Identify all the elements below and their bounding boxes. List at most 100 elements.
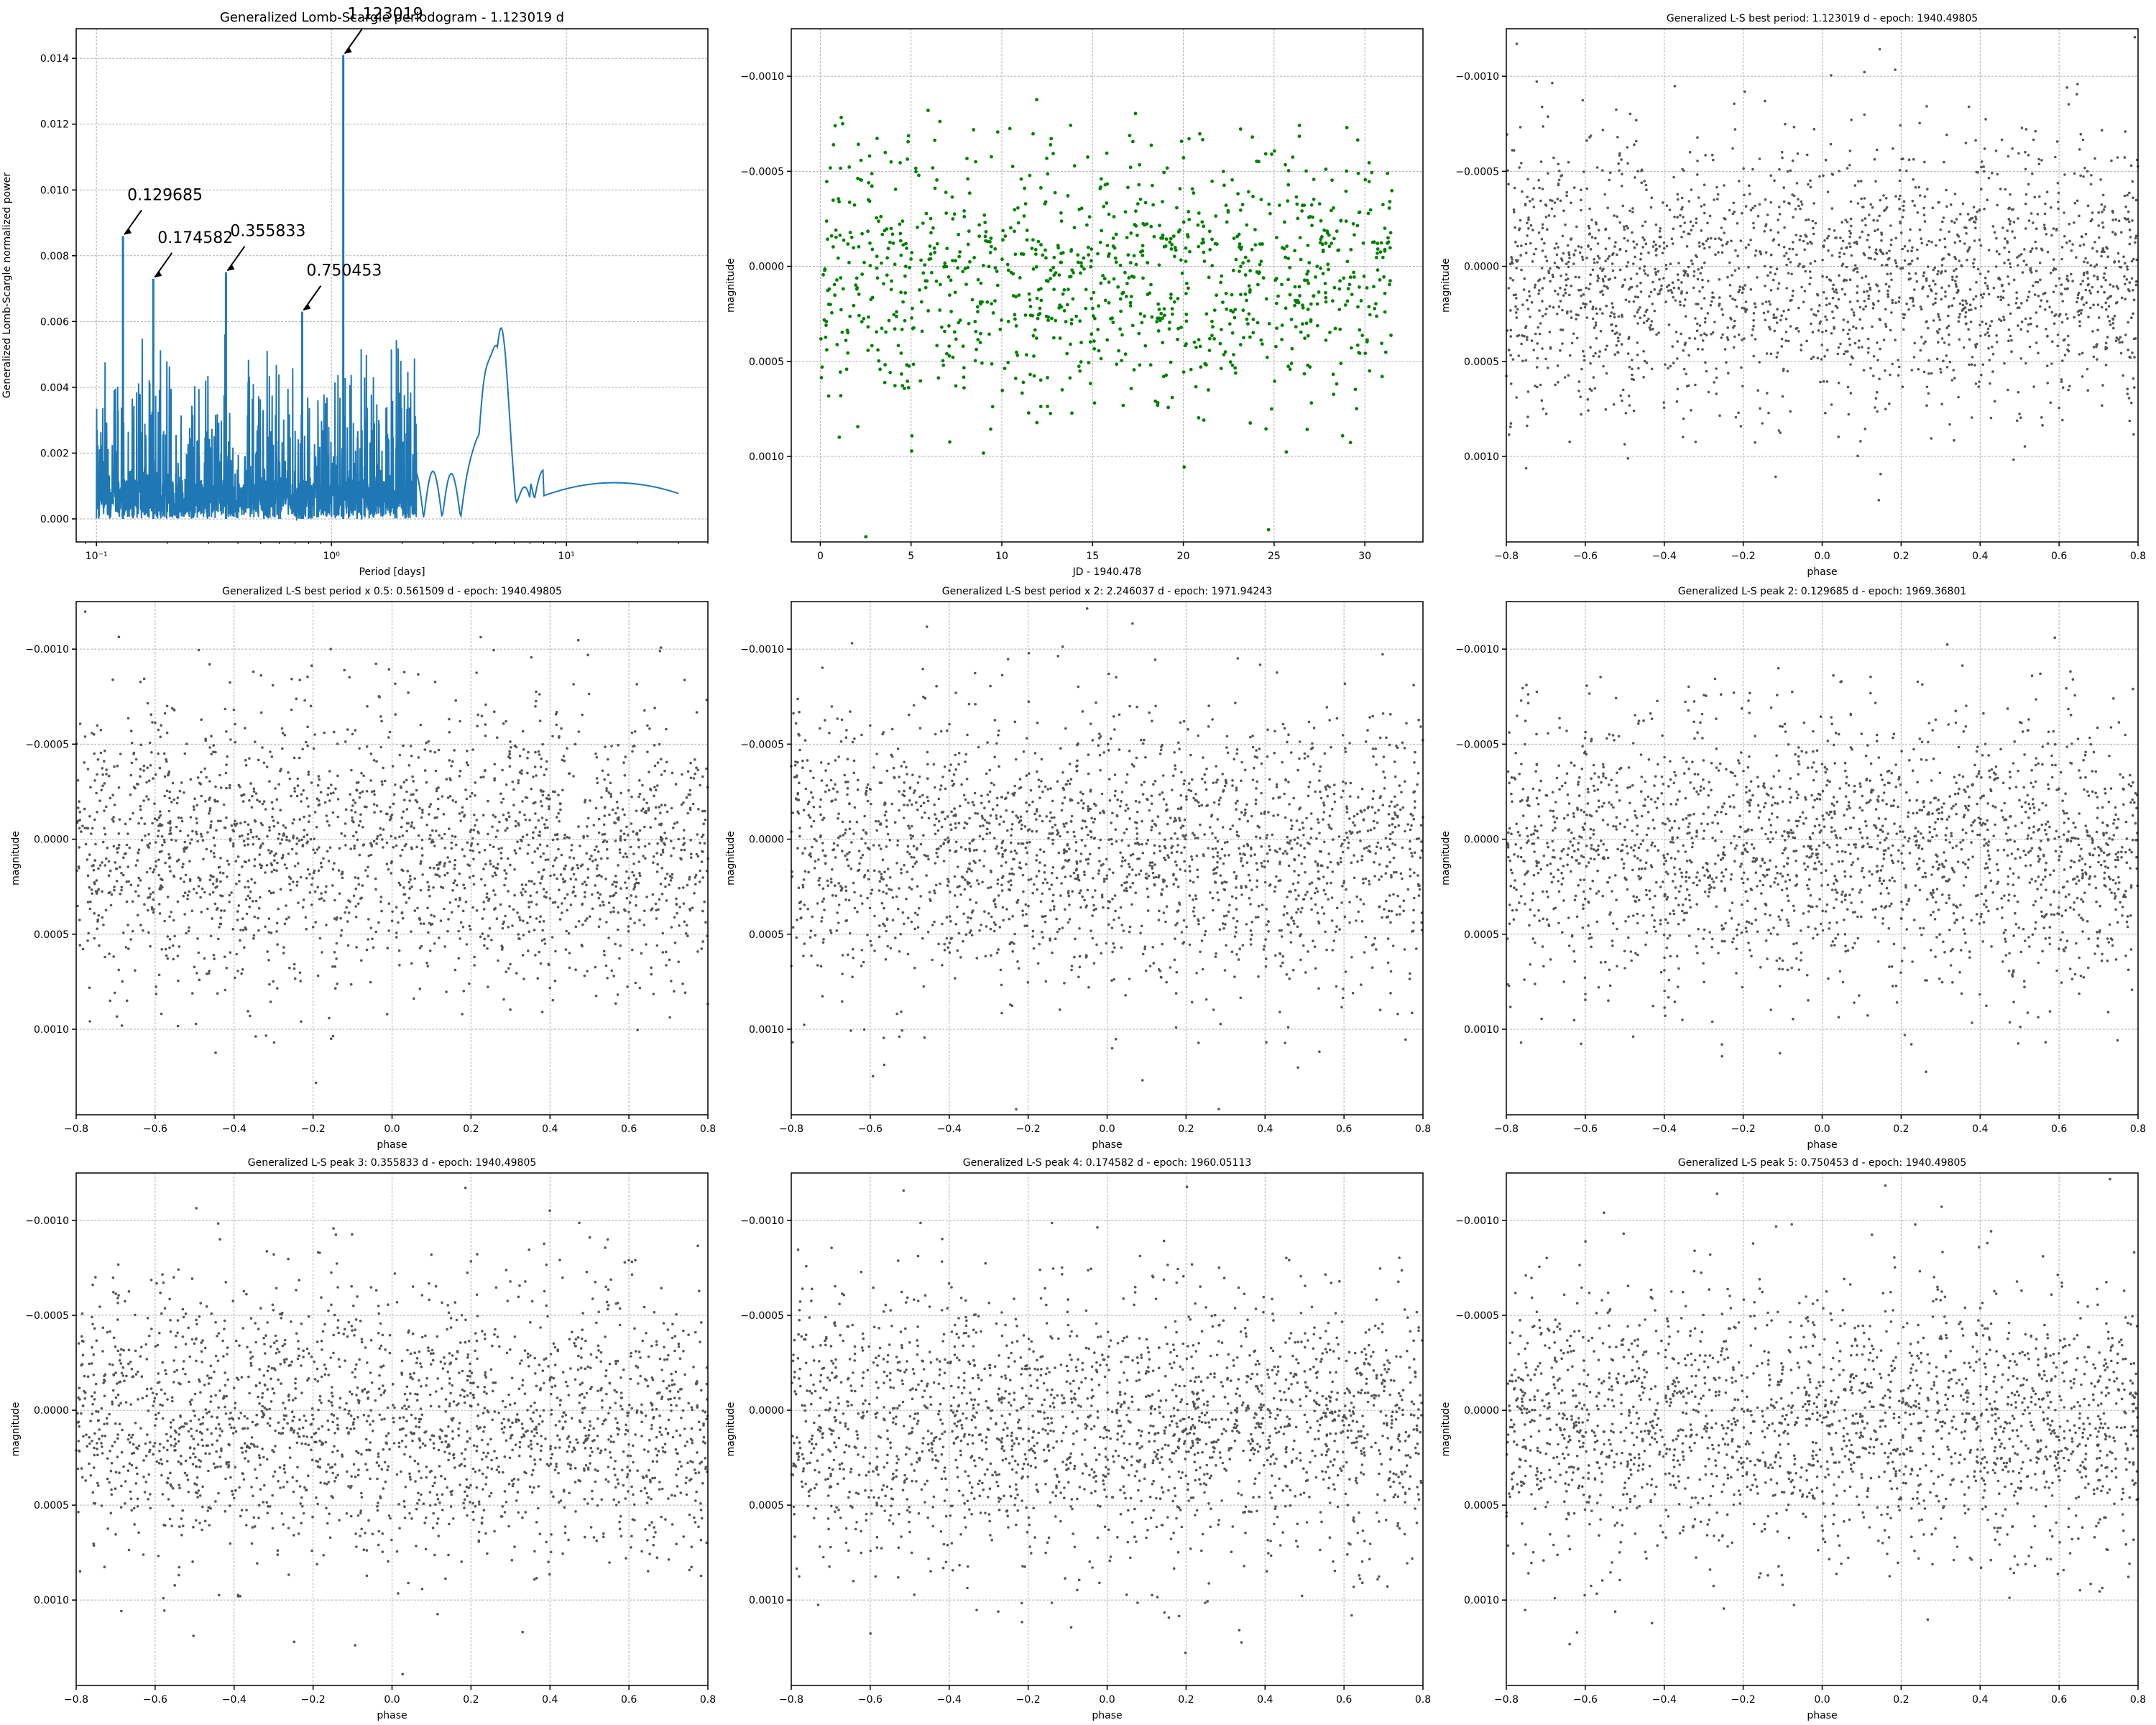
data-point bbox=[1658, 278, 1661, 281]
data-point bbox=[1825, 329, 1828, 333]
data-point bbox=[2126, 268, 2129, 271]
data-point bbox=[1584, 303, 1587, 306]
data-point bbox=[592, 824, 596, 827]
data-point bbox=[1653, 309, 1657, 313]
data-point bbox=[137, 783, 139, 786]
data-point bbox=[362, 843, 366, 846]
data-point bbox=[602, 903, 605, 907]
data-point bbox=[1731, 326, 1735, 329]
data-point bbox=[288, 883, 291, 886]
data-point bbox=[2037, 294, 2040, 298]
data-point bbox=[1583, 305, 1587, 309]
data-point bbox=[848, 314, 852, 318]
data-point bbox=[1184, 292, 1188, 295]
data-point bbox=[1858, 318, 1861, 321]
data-point bbox=[1816, 294, 1820, 297]
data-point bbox=[366, 875, 369, 878]
data-point bbox=[943, 261, 947, 265]
data-point bbox=[1878, 214, 1881, 218]
data-point bbox=[958, 250, 962, 254]
data-point bbox=[1733, 298, 1737, 302]
data-point bbox=[1812, 128, 1816, 131]
data-point bbox=[2055, 140, 2059, 143]
data-point bbox=[2027, 323, 2030, 326]
data-point bbox=[1860, 180, 1863, 183]
data-point bbox=[252, 790, 256, 793]
data-point bbox=[672, 827, 675, 829]
data-point bbox=[1832, 283, 1835, 287]
data-point bbox=[1150, 315, 1154, 319]
data-point bbox=[1038, 312, 1042, 316]
data-point bbox=[862, 260, 866, 264]
data-point bbox=[829, 234, 834, 238]
data-point bbox=[1668, 208, 1672, 211]
data-point bbox=[1835, 291, 1838, 294]
data-point bbox=[1940, 298, 1943, 301]
data-point bbox=[1861, 218, 1864, 222]
data-point bbox=[125, 900, 129, 903]
data-point bbox=[2008, 206, 2011, 210]
data-point bbox=[1270, 407, 1273, 411]
data-point bbox=[654, 902, 658, 906]
data-point bbox=[433, 816, 436, 819]
data-point bbox=[1204, 312, 1209, 316]
data-point bbox=[1157, 308, 1161, 311]
data-point bbox=[1885, 206, 1889, 209]
data-point bbox=[1697, 303, 1700, 305]
data-point bbox=[553, 979, 557, 983]
data-point bbox=[561, 758, 564, 762]
data-point bbox=[1291, 155, 1295, 160]
data-point bbox=[1184, 281, 1189, 285]
data-point bbox=[288, 840, 291, 842]
data-point bbox=[577, 825, 580, 828]
data-point bbox=[1379, 241, 1383, 245]
data-point bbox=[1340, 433, 1345, 438]
data-point bbox=[1208, 247, 1212, 252]
data-point bbox=[254, 899, 258, 903]
data-point bbox=[1372, 240, 1376, 244]
data-point bbox=[1130, 323, 1135, 328]
data-point bbox=[1238, 270, 1241, 273]
data-point bbox=[231, 927, 235, 931]
data-point bbox=[172, 957, 175, 961]
data-point bbox=[86, 939, 89, 942]
data-point bbox=[1604, 259, 1607, 262]
data-point bbox=[1690, 259, 1693, 262]
data-point bbox=[2035, 325, 2039, 328]
data-point bbox=[1595, 312, 1598, 316]
data-point bbox=[279, 769, 282, 773]
data-point bbox=[834, 235, 838, 239]
data-point bbox=[1920, 237, 1922, 241]
data-point bbox=[248, 905, 252, 908]
data-point bbox=[471, 837, 474, 840]
data-point bbox=[1953, 269, 1955, 272]
data-point bbox=[2129, 164, 2133, 167]
data-point bbox=[212, 954, 216, 957]
data-point bbox=[1863, 113, 1866, 116]
data-point bbox=[1687, 232, 1690, 236]
data-point bbox=[1720, 336, 1723, 339]
data-point bbox=[264, 1034, 268, 1037]
data-point bbox=[1844, 350, 1847, 353]
data-point bbox=[1871, 307, 1875, 310]
data-point bbox=[1588, 226, 1591, 230]
data-point bbox=[1507, 287, 1511, 290]
data-point bbox=[2042, 224, 2046, 226]
data-point bbox=[241, 917, 244, 920]
data-point bbox=[1623, 236, 1626, 240]
data-point bbox=[231, 829, 235, 832]
data-point bbox=[542, 790, 545, 793]
data-point bbox=[1590, 236, 1594, 239]
data-point bbox=[2056, 344, 2059, 348]
data-point bbox=[1590, 218, 1593, 221]
data-point bbox=[513, 893, 516, 897]
data-point bbox=[1153, 399, 1158, 403]
data-point bbox=[1752, 312, 1756, 315]
data-point bbox=[147, 931, 150, 934]
data-point bbox=[2049, 271, 2053, 275]
data-point bbox=[276, 943, 279, 946]
data-point bbox=[175, 860, 179, 863]
data-point bbox=[459, 896, 461, 900]
data-point bbox=[394, 837, 397, 840]
data-point bbox=[1876, 228, 1879, 231]
